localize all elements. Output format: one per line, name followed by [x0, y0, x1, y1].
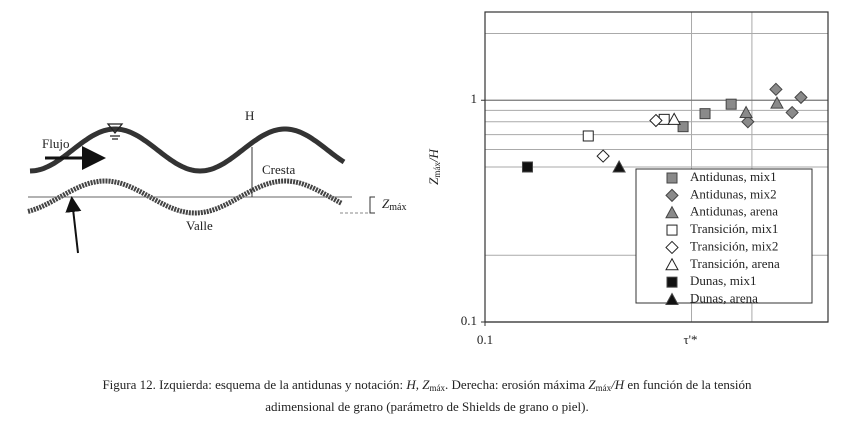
legend-label: Dunas, mix1 [690, 273, 756, 288]
marker-square [666, 224, 678, 236]
caption-part: máx [596, 383, 612, 393]
legend-label: Antidunas, mix1 [690, 169, 777, 184]
caption-part: Figura 12. Izquierda: esquema de la anti… [102, 377, 406, 392]
zmax-bracket [369, 196, 375, 214]
x-tick-label: 0.1 [477, 332, 493, 347]
marker-triangle [770, 96, 784, 109]
y-axis-label-part: máx [432, 162, 442, 178]
x-axis-label: τ'* [683, 332, 697, 347]
caption-part: H, Z [405, 377, 430, 392]
legend-box [635, 168, 813, 304]
marker-square [666, 172, 678, 184]
height-label: H [245, 108, 254, 123]
legend-label: Antidunas, arena [690, 204, 778, 219]
marker-triangle [612, 159, 626, 173]
marker-square [521, 161, 533, 173]
zmax-symbol: Z [382, 196, 390, 211]
y-axis-label: Zmáx/H [426, 149, 442, 185]
y-tick-label: 0.1 [461, 313, 477, 328]
scatter-chart: 0.1 1 0.1 τ'* Zmáx/H Antidunas, mix1 Antidunas… [426, 11, 829, 347]
water-surface [29, 126, 346, 174]
marker-square [699, 108, 711, 120]
caption-part: /H [610, 377, 625, 392]
marker-triangle [739, 105, 753, 119]
marker-triangle [665, 292, 679, 306]
caption-line: adimensional de grano (parámetro de Shie… [265, 399, 588, 414]
water-level-symbol [106, 123, 124, 140]
bed-profile [27, 178, 344, 216]
marker-diamond [741, 115, 755, 129]
antidune-diagram: Flujo H Cresta Valle Zmáx [27, 108, 406, 254]
caption-line: Figura 12. Izquierda: esquema de la anti… [102, 377, 752, 393]
marker-triangle [665, 257, 679, 271]
legend-label: Transición, mix1 [690, 221, 778, 236]
marker-triangle [667, 112, 681, 125]
flow-label: Flujo [42, 136, 69, 151]
marker-diamond [649, 113, 663, 128]
caption-part: . Derecha: erosión máxima [445, 377, 588, 392]
caption-part: adimensional de grano (parámetro de Shie… [265, 399, 588, 414]
marker-diamond [665, 188, 679, 203]
marker-square [677, 121, 689, 133]
legend-label: Dunas, arena [690, 291, 758, 306]
marker-diamond [596, 149, 610, 163]
marker-diamond [665, 240, 679, 255]
marker-diamond [794, 90, 808, 105]
legend-label: Transición, arena [690, 256, 780, 271]
marker-diamond [769, 82, 783, 97]
marker-square [725, 98, 737, 110]
crest-label: Cresta [262, 162, 295, 177]
marker-diamond [785, 105, 799, 120]
caption: Figura 12. Izquierda: esquema de la anti… [102, 377, 752, 414]
trough-label: Valle [186, 218, 213, 233]
marker-triangle [665, 205, 679, 219]
caption-part: en función de la tensión [624, 377, 752, 392]
marker-square [666, 276, 678, 288]
zmax-subscript: máx [389, 202, 406, 213]
y-axis-label-part: /H [426, 149, 441, 164]
marker-square [582, 130, 594, 142]
caption-part: Z [588, 377, 596, 392]
y-axis-label-part: Z [426, 177, 441, 185]
zmax-label: Zmáx [382, 196, 406, 213]
plot-frame [484, 11, 829, 323]
legend-label: Antidunas, mix2 [690, 186, 777, 201]
pointer-arrow [65, 196, 82, 254]
legend-label: Transición, mix2 [690, 238, 778, 253]
y-tick-label: 1 [471, 91, 478, 106]
caption-part: máx [430, 383, 446, 393]
